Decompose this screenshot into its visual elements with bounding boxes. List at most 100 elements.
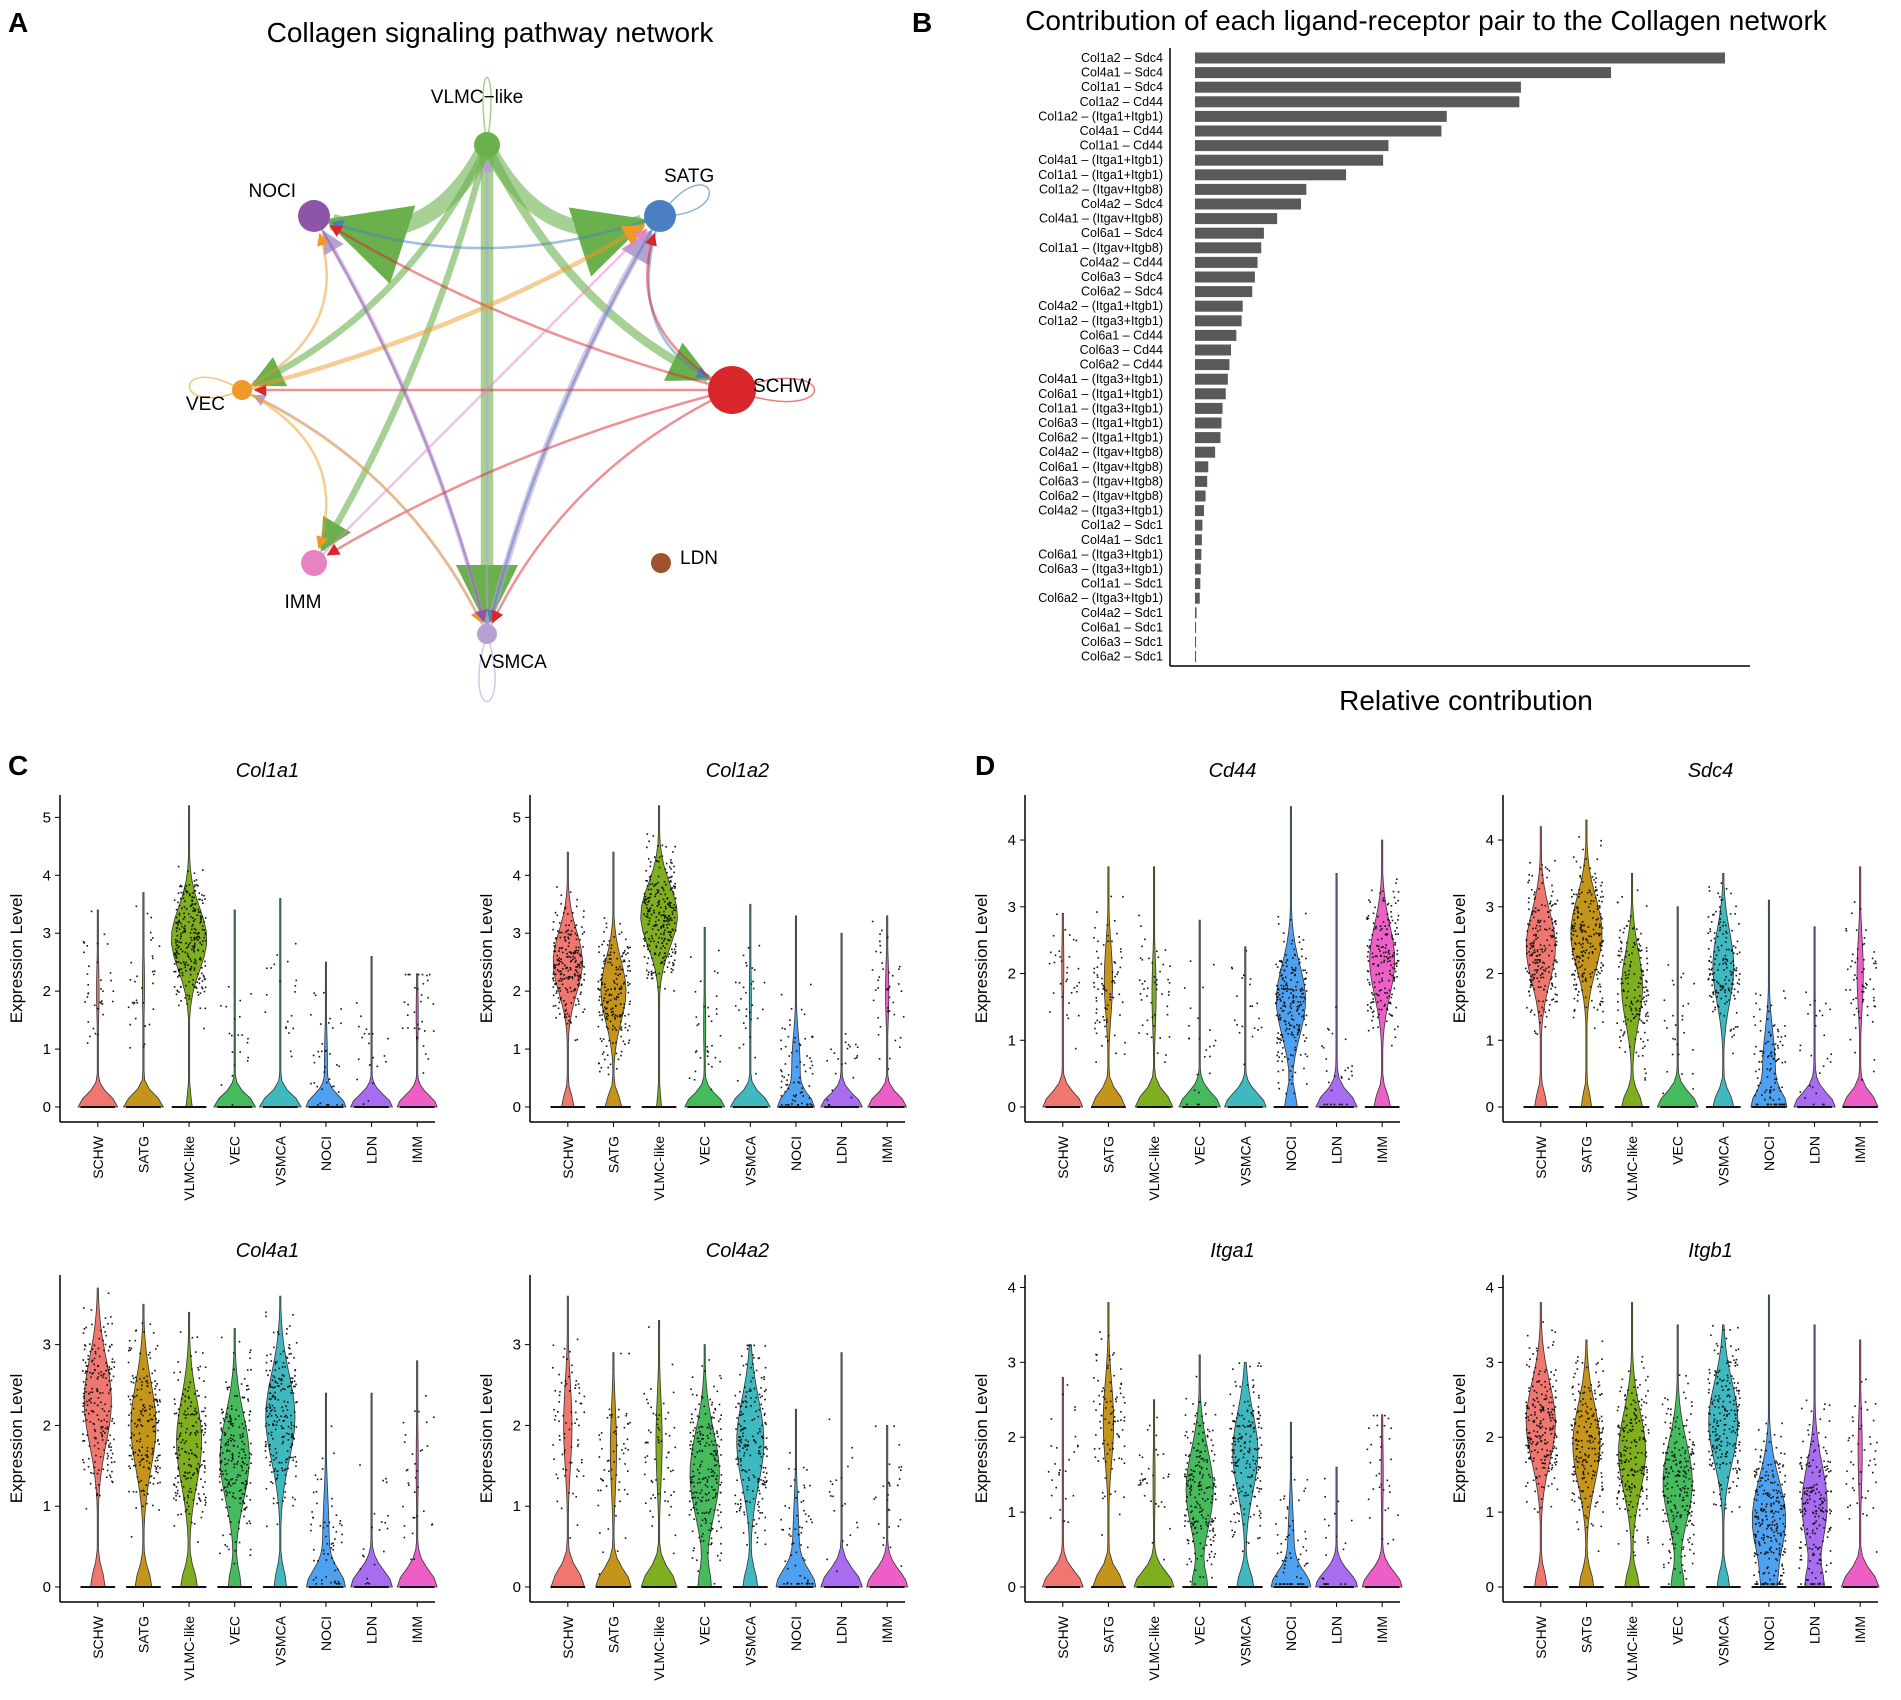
expression-dot [692,1435,695,1437]
expression-dot [234,1418,237,1421]
y-axis-label: Expression Level [1450,894,1469,1023]
expression-dot [1154,981,1156,984]
expression-dot [1198,1103,1200,1106]
expression-dot [265,1311,267,1314]
expression-dot [199,1465,201,1467]
expression-dot [650,893,652,895]
expression-dot [758,1357,761,1359]
expression-dot [97,1365,99,1368]
expression-dot [312,1516,314,1519]
expression-dot [270,1385,273,1388]
expression-dot [185,1440,187,1443]
expression-dot [664,914,666,917]
y-tick-label: 3 [513,1337,521,1354]
expression-dot [742,1401,744,1404]
expression-dot [666,926,669,929]
expression-dot [667,939,669,941]
expression-dot [757,1357,760,1360]
expression-dot [645,904,648,906]
expression-dot [740,1505,742,1508]
expression-dot [568,955,570,958]
expression-dot [741,1491,744,1494]
expression-dot [619,965,621,968]
expression-dot [1623,963,1626,965]
expression-dot [1531,953,1533,956]
expression-dot [581,962,583,965]
expression-dot [1301,1015,1303,1018]
expression-dot [599,1489,602,1492]
expression-dot [888,1010,891,1012]
expression-dot [742,1428,744,1431]
expression-dot [194,1407,197,1410]
expression-dot [330,1425,333,1428]
expression-dot [886,988,888,990]
expression-dot [202,940,204,942]
node-imm [301,550,327,576]
expression-dot [737,1402,740,1405]
expression-dot [809,1067,812,1069]
expression-dot [100,1374,102,1377]
expression-dot [736,1417,739,1419]
expression-dot [799,1061,802,1063]
edge-satg-to-vsmca [486,215,662,623]
expression-dot [204,898,206,900]
expression-dot [793,1081,795,1084]
expression-dot [1596,978,1599,980]
expression-dot [644,902,647,904]
expression-dot [718,1445,720,1448]
expression-dot [184,1475,186,1478]
expression-dot [151,1448,154,1450]
expression-dot [173,963,176,965]
expression-dot [1580,924,1583,927]
expression-dot [892,1001,895,1004]
expression-dot [265,1361,268,1364]
expression-dot [888,985,891,988]
expression-dot [645,879,647,882]
expression-dot [204,1007,207,1010]
expression-dot [1299,995,1302,998]
expression-dot [710,1529,713,1532]
expression-dot [898,968,900,970]
expression-dot [1276,1042,1278,1044]
expression-dot [1139,993,1142,995]
expression-dot [173,1497,175,1500]
expression-dot [742,1532,745,1534]
expression-dot [221,1470,223,1473]
expression-dot [692,1492,694,1495]
expression-dot [570,1002,573,1004]
expression-dot [1064,929,1067,931]
expression-dot [652,835,655,837]
expression-dot [1384,947,1387,949]
expression-dot [1583,930,1586,932]
expression-dot [175,916,178,919]
expression-dot [187,1496,190,1499]
expression-dot [245,1425,247,1427]
expression-dot [227,1420,230,1423]
expression-dot [672,885,675,887]
expression-dot [156,1440,159,1442]
expression-dot [194,1432,196,1434]
expression-dot [290,1456,292,1459]
zero-dots [1319,1106,1354,1108]
expression-dot [204,1431,206,1434]
expression-dot [1303,996,1305,999]
expression-dot [696,1468,699,1471]
expression-dot [194,884,196,886]
expression-dot [265,1422,268,1425]
expression-dot [416,1470,418,1472]
expression-dot [716,1432,718,1434]
expression-dot [830,1495,832,1497]
expression-dot [100,1426,102,1428]
expression-dot [286,1432,288,1435]
expression-dot [651,1525,654,1527]
expression-dot [203,1410,205,1413]
expression-dot [1581,974,1584,976]
expression-dot [1376,944,1378,947]
expression-dot [1389,1002,1392,1005]
expression-dot [710,1543,712,1546]
expression-dot [222,1534,224,1537]
expression-dot [189,1464,192,1467]
expression-dot [1639,976,1642,979]
expression-dot [706,1480,709,1483]
expression-dot [743,1454,745,1457]
